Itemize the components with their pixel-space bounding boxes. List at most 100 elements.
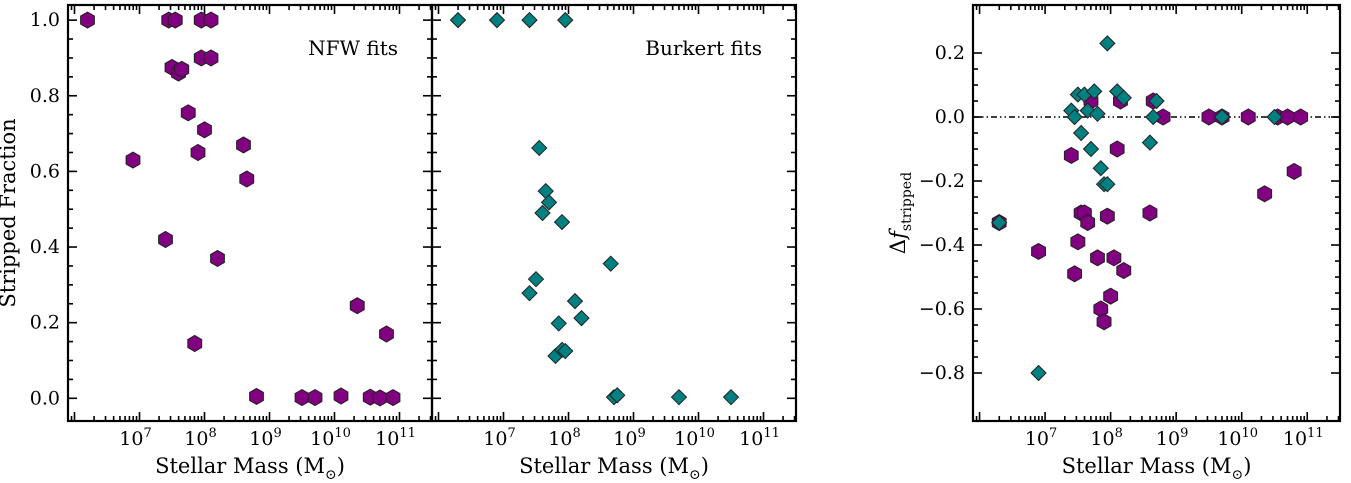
x-tick-label: 1011 — [1283, 426, 1324, 450]
y-ticks — [432, 19, 796, 400]
diamond-point — [1072, 124, 1090, 142]
x-ticks — [67, 5, 432, 421]
diamond-point — [1145, 108, 1162, 126]
y-tick-label: −0.8 — [919, 362, 965, 384]
diamond-point — [521, 11, 538, 29]
hexagon-point — [1257, 185, 1273, 203]
diamond-point — [1066, 108, 1083, 126]
diamond-point — [521, 284, 538, 302]
x-axis-label: Stellar Mass (M⊙) — [1062, 454, 1252, 483]
hexagon-point — [1109, 140, 1125, 158]
x-tick-label: 109 — [613, 426, 645, 450]
diamond-point — [670, 388, 688, 406]
hexagon-point — [1106, 249, 1122, 267]
diamond-point — [1082, 140, 1100, 158]
diamond-point — [1266, 108, 1283, 126]
diamond-point — [573, 309, 590, 327]
diamond-point — [1099, 35, 1116, 52]
hexagon-point — [1201, 108, 1217, 126]
y-tick-label: 0.2 — [935, 42, 965, 64]
hexagon-point — [239, 170, 255, 188]
panel-difference: 107 108 109 1010 1011 −0.8 −0.6 −0.4 −0.2 0.0 0.2 S… — [886, 3, 1342, 483]
hexagon-point — [379, 325, 394, 343]
diamond-point — [991, 214, 1008, 231]
x-tick-label: 1010 — [310, 426, 351, 450]
hexagon-point — [1070, 233, 1086, 251]
hexagon-point — [174, 60, 190, 78]
diamond-point — [553, 213, 571, 231]
y-tick-label: 0.6 — [30, 160, 60, 182]
hexagon-point — [1103, 287, 1119, 305]
hexagon-point — [158, 230, 173, 249]
x-tick-label: 107 — [119, 426, 151, 450]
diamond-point — [488, 11, 506, 29]
diamond-series — [449, 11, 740, 406]
diamond-point — [1086, 83, 1103, 100]
plot-frame — [66, 3, 434, 423]
panel-annotation: Burkert fits — [645, 36, 762, 60]
hexagon-point — [197, 121, 212, 139]
diamond-point — [1213, 108, 1231, 126]
diamond-point — [1148, 92, 1165, 110]
hexagon-point — [236, 136, 251, 154]
hexagon-point — [180, 104, 196, 122]
x-axis-label: Stellar Mass (M⊙) — [519, 454, 709, 483]
y-ticks — [68, 19, 432, 400]
y-tick-label: 1.0 — [30, 9, 60, 31]
x-tick-label: 1011 — [375, 426, 416, 450]
diamond-point — [1092, 159, 1110, 177]
y-tick-label: −0.4 — [919, 234, 965, 256]
hexagon-point — [210, 249, 225, 267]
hexagon-point — [1080, 214, 1096, 232]
x-axis-label: Stellar Mass (M⊙) — [155, 454, 345, 483]
y-tick-label: −0.6 — [919, 298, 965, 320]
diamond-point — [609, 387, 626, 404]
x-tick-label: 108 — [548, 426, 580, 450]
hexagon-point — [349, 297, 365, 315]
diamond-point — [531, 139, 548, 157]
hexagon-point — [1099, 207, 1115, 225]
diamond-point — [1099, 175, 1116, 193]
diamond-point — [1141, 134, 1159, 151]
hexagon-point — [1067, 265, 1082, 283]
y-tick-label: 0.0 — [935, 106, 965, 128]
x-tick-label: 108 — [1090, 426, 1122, 450]
panel-nfw-fits: 107 108 109 1010 1011 0.0 0.2 0.4 0.6 0.8 1.0 Stell… — [0, 3, 434, 483]
hexagon-point — [385, 389, 401, 407]
x-tick-label: 1010 — [674, 426, 715, 450]
hexagon-point — [190, 143, 206, 162]
diamond-point — [527, 270, 545, 288]
y-axis-label: Stripped Fraction — [0, 118, 20, 307]
hexagon-point — [1142, 204, 1158, 222]
x-tick-label: 1011 — [739, 426, 780, 450]
plot-frame — [430, 3, 798, 423]
hexagon-point — [1286, 162, 1302, 180]
hexagon-point — [294, 389, 310, 407]
hexagon-point — [1090, 249, 1105, 267]
panel-annotation: NFW fits — [308, 36, 398, 60]
hexagon-series — [991, 92, 1309, 331]
diamond-point — [557, 342, 574, 360]
diamond-point — [1115, 89, 1132, 107]
diamond-point — [722, 388, 740, 406]
hexagon-point — [1031, 242, 1046, 260]
y-tick-label: 0.2 — [30, 312, 60, 334]
x-tick-label: 1010 — [1217, 426, 1258, 450]
hexagon-point — [167, 11, 183, 29]
x-tick-label: 107 — [1025, 426, 1057, 450]
hexagon-point — [1240, 108, 1256, 126]
hexagon-point — [333, 387, 349, 405]
y-tick-label: 0.0 — [30, 387, 60, 409]
x-tick-label: 107 — [483, 426, 515, 450]
diamond-point — [534, 204, 551, 222]
y-tick-label: −0.2 — [919, 170, 965, 192]
hexagon-point — [1280, 108, 1295, 126]
diamond-point — [1030, 364, 1047, 382]
hexagon-point — [372, 389, 388, 407]
x-ticks — [431, 5, 796, 421]
x-tick-label: 109 — [249, 426, 281, 450]
hexagon-point — [1116, 262, 1132, 280]
diamond-point — [550, 315, 567, 332]
x-ticks — [972, 5, 1340, 421]
